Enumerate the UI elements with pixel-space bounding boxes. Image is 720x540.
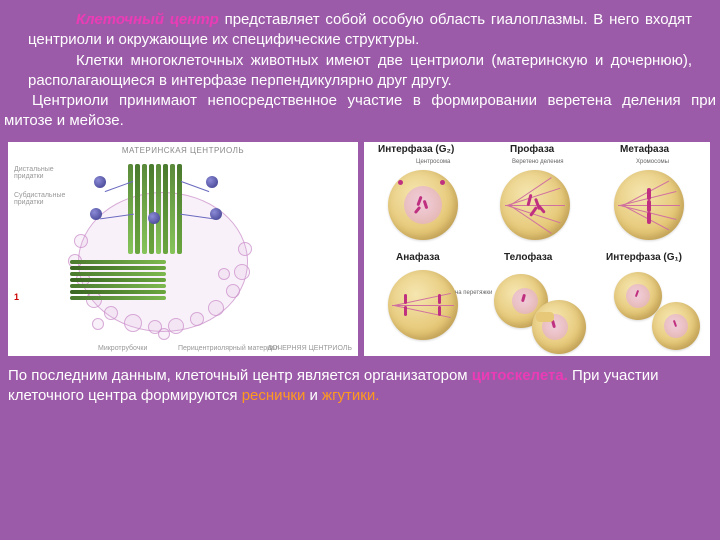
- daughter-centriole-label: ДОЧЕРНЯЯ ЦЕНТРИОЛЬ: [267, 345, 352, 352]
- cell-metaphase: [614, 170, 684, 240]
- label-prophase: Профаза: [510, 144, 554, 155]
- label-interphase-g2: Интерфаза (G₂): [378, 144, 454, 155]
- label-interphase-g1: Интерфаза (G₁): [606, 252, 682, 263]
- figure-mitosis: Интерфаза (G₂) Профаза Метафаза Центросо…: [364, 142, 710, 356]
- bottom-paragraph: По последним данным, клеточный центр явл…: [0, 360, 720, 407]
- figure-centriole: МАТЕРИНСКАЯ ЦЕНТРИОЛЬ Дистальные придатк…: [8, 142, 358, 356]
- bottom-t3: и: [305, 387, 322, 404]
- label-telophase: Телофаза: [504, 252, 552, 263]
- figure-row: МАТЕРИНСКАЯ ЦЕНТРИОЛЬ Дистальные придатк…: [0, 138, 720, 360]
- bottom-t1: По последним данным, клеточный центр явл…: [8, 367, 472, 384]
- satellite: [148, 212, 160, 224]
- hl-cytoskeleton: цитоскелета.: [472, 367, 568, 384]
- intro-line2: Клетки многоклеточных животных имеют две…: [28, 52, 692, 89]
- hl-cilia: реснички: [242, 387, 306, 404]
- daughter-centriole: [70, 260, 166, 304]
- centriole-text: Центриоли принимают непосредственное уча…: [4, 92, 716, 129]
- pericentriolar-label: Перицентриолярный материал: [178, 345, 279, 352]
- centriole-paragraph: Центриоли принимают непосредственное уча…: [0, 91, 720, 138]
- figure-number: 1: [14, 292, 19, 302]
- cell-anaphase: [388, 270, 458, 340]
- tiny-chromosome: Хромосомы: [636, 159, 669, 165]
- distal-label: Дистальные придатки: [14, 166, 74, 180]
- mother-centriole: [128, 164, 184, 254]
- subdistal-label: Субдистальные придатки: [14, 192, 84, 206]
- tiny-centrosome: Центросома: [416, 159, 450, 165]
- satellite: [94, 176, 106, 188]
- satellite: [210, 208, 222, 220]
- microtubules-label: Микротрубочки: [98, 345, 147, 352]
- cell-prophase: [500, 170, 570, 240]
- satellite: [90, 208, 102, 220]
- satellite: [206, 176, 218, 188]
- title-term: Клеточный центр: [76, 11, 219, 28]
- cell-interphase-g2: [388, 170, 458, 240]
- mother-centriole-label: МАТЕРИНСКАЯ ЦЕНТРИОЛЬ: [122, 146, 244, 155]
- intro-paragraph: Клеточный центр представляет собой особу…: [0, 0, 720, 91]
- label-anaphase: Анафаза: [396, 252, 440, 263]
- label-metaphase: Метафаза: [620, 144, 669, 155]
- hl-flagella: жгутики.: [322, 387, 379, 404]
- tiny-spindle: Веретено деления: [512, 159, 564, 165]
